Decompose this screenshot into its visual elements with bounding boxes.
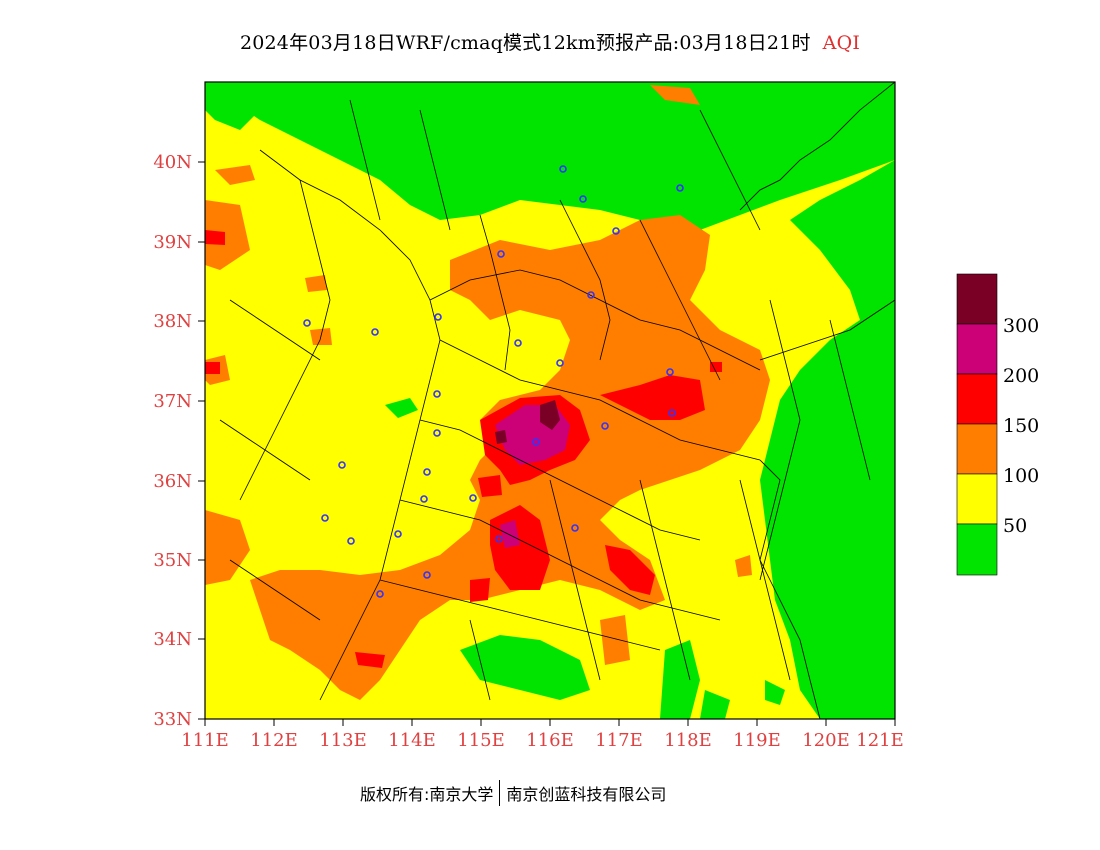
orange-nw — [215, 165, 255, 185]
green-south-3 — [700, 690, 730, 719]
lon-label: 113E — [319, 730, 367, 751]
legend-colorbar — [956, 273, 998, 576]
green-nw — [205, 82, 290, 130]
coastline — [739, 82, 895, 719]
red-small-1 — [478, 475, 502, 497]
green-south-4 — [765, 680, 785, 705]
green-south-2 — [660, 640, 700, 719]
orange-ne — [650, 85, 700, 105]
green-east — [760, 160, 895, 719]
lon-label: 114E — [388, 730, 436, 751]
legend-label: 50 — [1003, 515, 1027, 537]
lon-label: 119E — [733, 730, 781, 751]
lat-label: 36N — [153, 471, 192, 492]
green-small — [385, 398, 418, 418]
red-small-3 — [205, 362, 220, 374]
lon-label: 120E — [802, 730, 850, 751]
red-ne — [600, 375, 705, 420]
title-aqi: AQI — [822, 32, 861, 54]
lat-label: 33N — [153, 709, 192, 730]
legend-swatch-maroon — [956, 273, 998, 325]
legend-label: 200 — [1003, 365, 1039, 387]
maroon-small — [495, 430, 507, 444]
aqi-field — [205, 82, 895, 719]
magenta-south — [500, 520, 520, 548]
lon-label: 112E — [250, 730, 298, 751]
orange-se — [600, 615, 630, 665]
legend-swatch-green — [956, 523, 998, 576]
legend-label: 100 — [1003, 465, 1039, 487]
red-small-4 — [710, 362, 722, 372]
green-south-1 — [460, 635, 590, 700]
company-text: 南京创蓝科技有限公司 — [506, 785, 667, 804]
lon-label: 117E — [595, 730, 643, 751]
red-west — [205, 230, 225, 245]
orange-west-1 — [205, 200, 250, 270]
legend-swatch-yellow — [956, 473, 998, 525]
lon-label: 118E — [664, 730, 712, 751]
lat-label: 40N — [153, 152, 192, 173]
footer: 版权所有:南京大学 南京创蓝科技有限公司 — [360, 780, 666, 806]
axis-ticks — [198, 161, 896, 726]
lat-label: 35N — [153, 550, 192, 571]
map-title: 2024年03月18日WRF/cmaq模式12km预报产品:03月18日21时 A… — [0, 28, 1100, 55]
copyright-text: 版权所有:南京大学 — [360, 785, 494, 804]
legend-label: 150 — [1003, 415, 1039, 437]
lat-label: 34N — [153, 629, 192, 650]
red-se — [605, 545, 655, 595]
boundary-lines — [219, 99, 871, 701]
lat-label: 38N — [153, 311, 192, 332]
lat-label: 37N — [153, 391, 192, 412]
legend-label: 300 — [1003, 315, 1039, 337]
legend-swatch-orange — [956, 423, 998, 475]
legend-swatch-red — [956, 373, 998, 425]
lat-label: 39N — [153, 232, 192, 253]
red-sw — [355, 652, 385, 668]
lon-label: 121E — [856, 730, 904, 751]
footer-divider — [499, 780, 501, 806]
legend-swatch-magenta — [956, 323, 998, 375]
lon-label: 115E — [457, 730, 505, 751]
orange-east — [735, 555, 752, 577]
lon-label: 111E — [181, 730, 229, 751]
maroon-center — [540, 400, 560, 430]
red-small-2 — [470, 578, 490, 602]
title-main: 2024年03月18日WRF/cmaq模式12km预报产品:03月18日21时 — [239, 32, 811, 54]
orange-small-1 — [305, 275, 327, 292]
green-north — [205, 82, 895, 230]
lon-label: 116E — [526, 730, 574, 751]
city-markers — [303, 165, 684, 598]
